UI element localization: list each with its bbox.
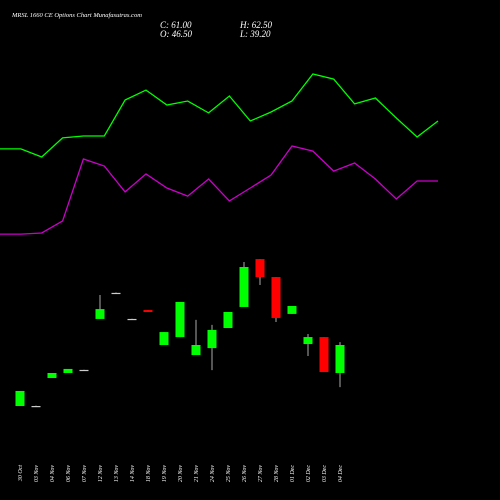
candle-body [63, 368, 73, 373]
x-tick-label: 28 Nov [274, 465, 280, 483]
x-tick-label: 18 Nov [146, 465, 152, 483]
candle-body [335, 345, 345, 373]
x-tick-label: 26 Nov [242, 465, 248, 483]
x-tick-label: 12 Nov [98, 465, 104, 483]
candle-body [191, 345, 201, 356]
x-tick-label: 20 Nov [178, 465, 184, 483]
x-tick-label: 14 Nov [129, 465, 136, 483]
x-tick-label: 02 Dec [306, 465, 312, 482]
close-label: C: 61.00 [160, 20, 192, 30]
x-tick-label: 25 Nov [226, 465, 232, 483]
x-tick-label: 24 Nov [209, 465, 216, 483]
candle-body [31, 406, 41, 408]
x-tick-label: 07 Nov [82, 465, 88, 483]
candle-body [319, 337, 329, 373]
x-tick-label: 04 Nov [49, 465, 56, 483]
x-tick-label: 13 Nov [114, 465, 120, 483]
open-label: O: 46.50 [160, 29, 192, 39]
x-tick-label: 03 Nov [34, 465, 40, 483]
x-tick-label: 21 Nov [194, 465, 200, 483]
x-tick-label: 19 Nov [162, 465, 168, 483]
x-tick-label: 30 Oct [18, 465, 24, 482]
x-tick-label: 03 Dec [322, 465, 328, 482]
candle-body [271, 277, 281, 318]
candle-body [111, 292, 121, 295]
candle-body [15, 390, 25, 407]
candle-body [223, 311, 233, 329]
high-label: H: 62.50 [239, 20, 272, 30]
candle-body [143, 310, 153, 312]
candle-body [175, 301, 185, 338]
candle-body [255, 259, 265, 278]
candle-body [79, 369, 89, 372]
x-tick-label: 04 Dec [337, 465, 344, 482]
candle-body [95, 309, 105, 319]
candle-body [47, 372, 57, 379]
x-tick-label: 27 Nov [258, 465, 264, 483]
candle-body [207, 329, 217, 349]
candle-body [303, 337, 313, 345]
low-label: L: 39.20 [239, 29, 271, 39]
candle-body [159, 332, 169, 345]
chart-title: MRSL 1660 CE Options Chart Munafasutras.… [11, 12, 142, 19]
x-tick-label: 01 Dec [290, 465, 296, 482]
x-tick-label: 06 Nov [66, 465, 72, 483]
indicator-line [0, 73, 439, 158]
candle-body [287, 306, 297, 314]
candle-body [127, 318, 137, 321]
indicator-line [0, 145, 438, 235]
candle-body [239, 267, 249, 307]
